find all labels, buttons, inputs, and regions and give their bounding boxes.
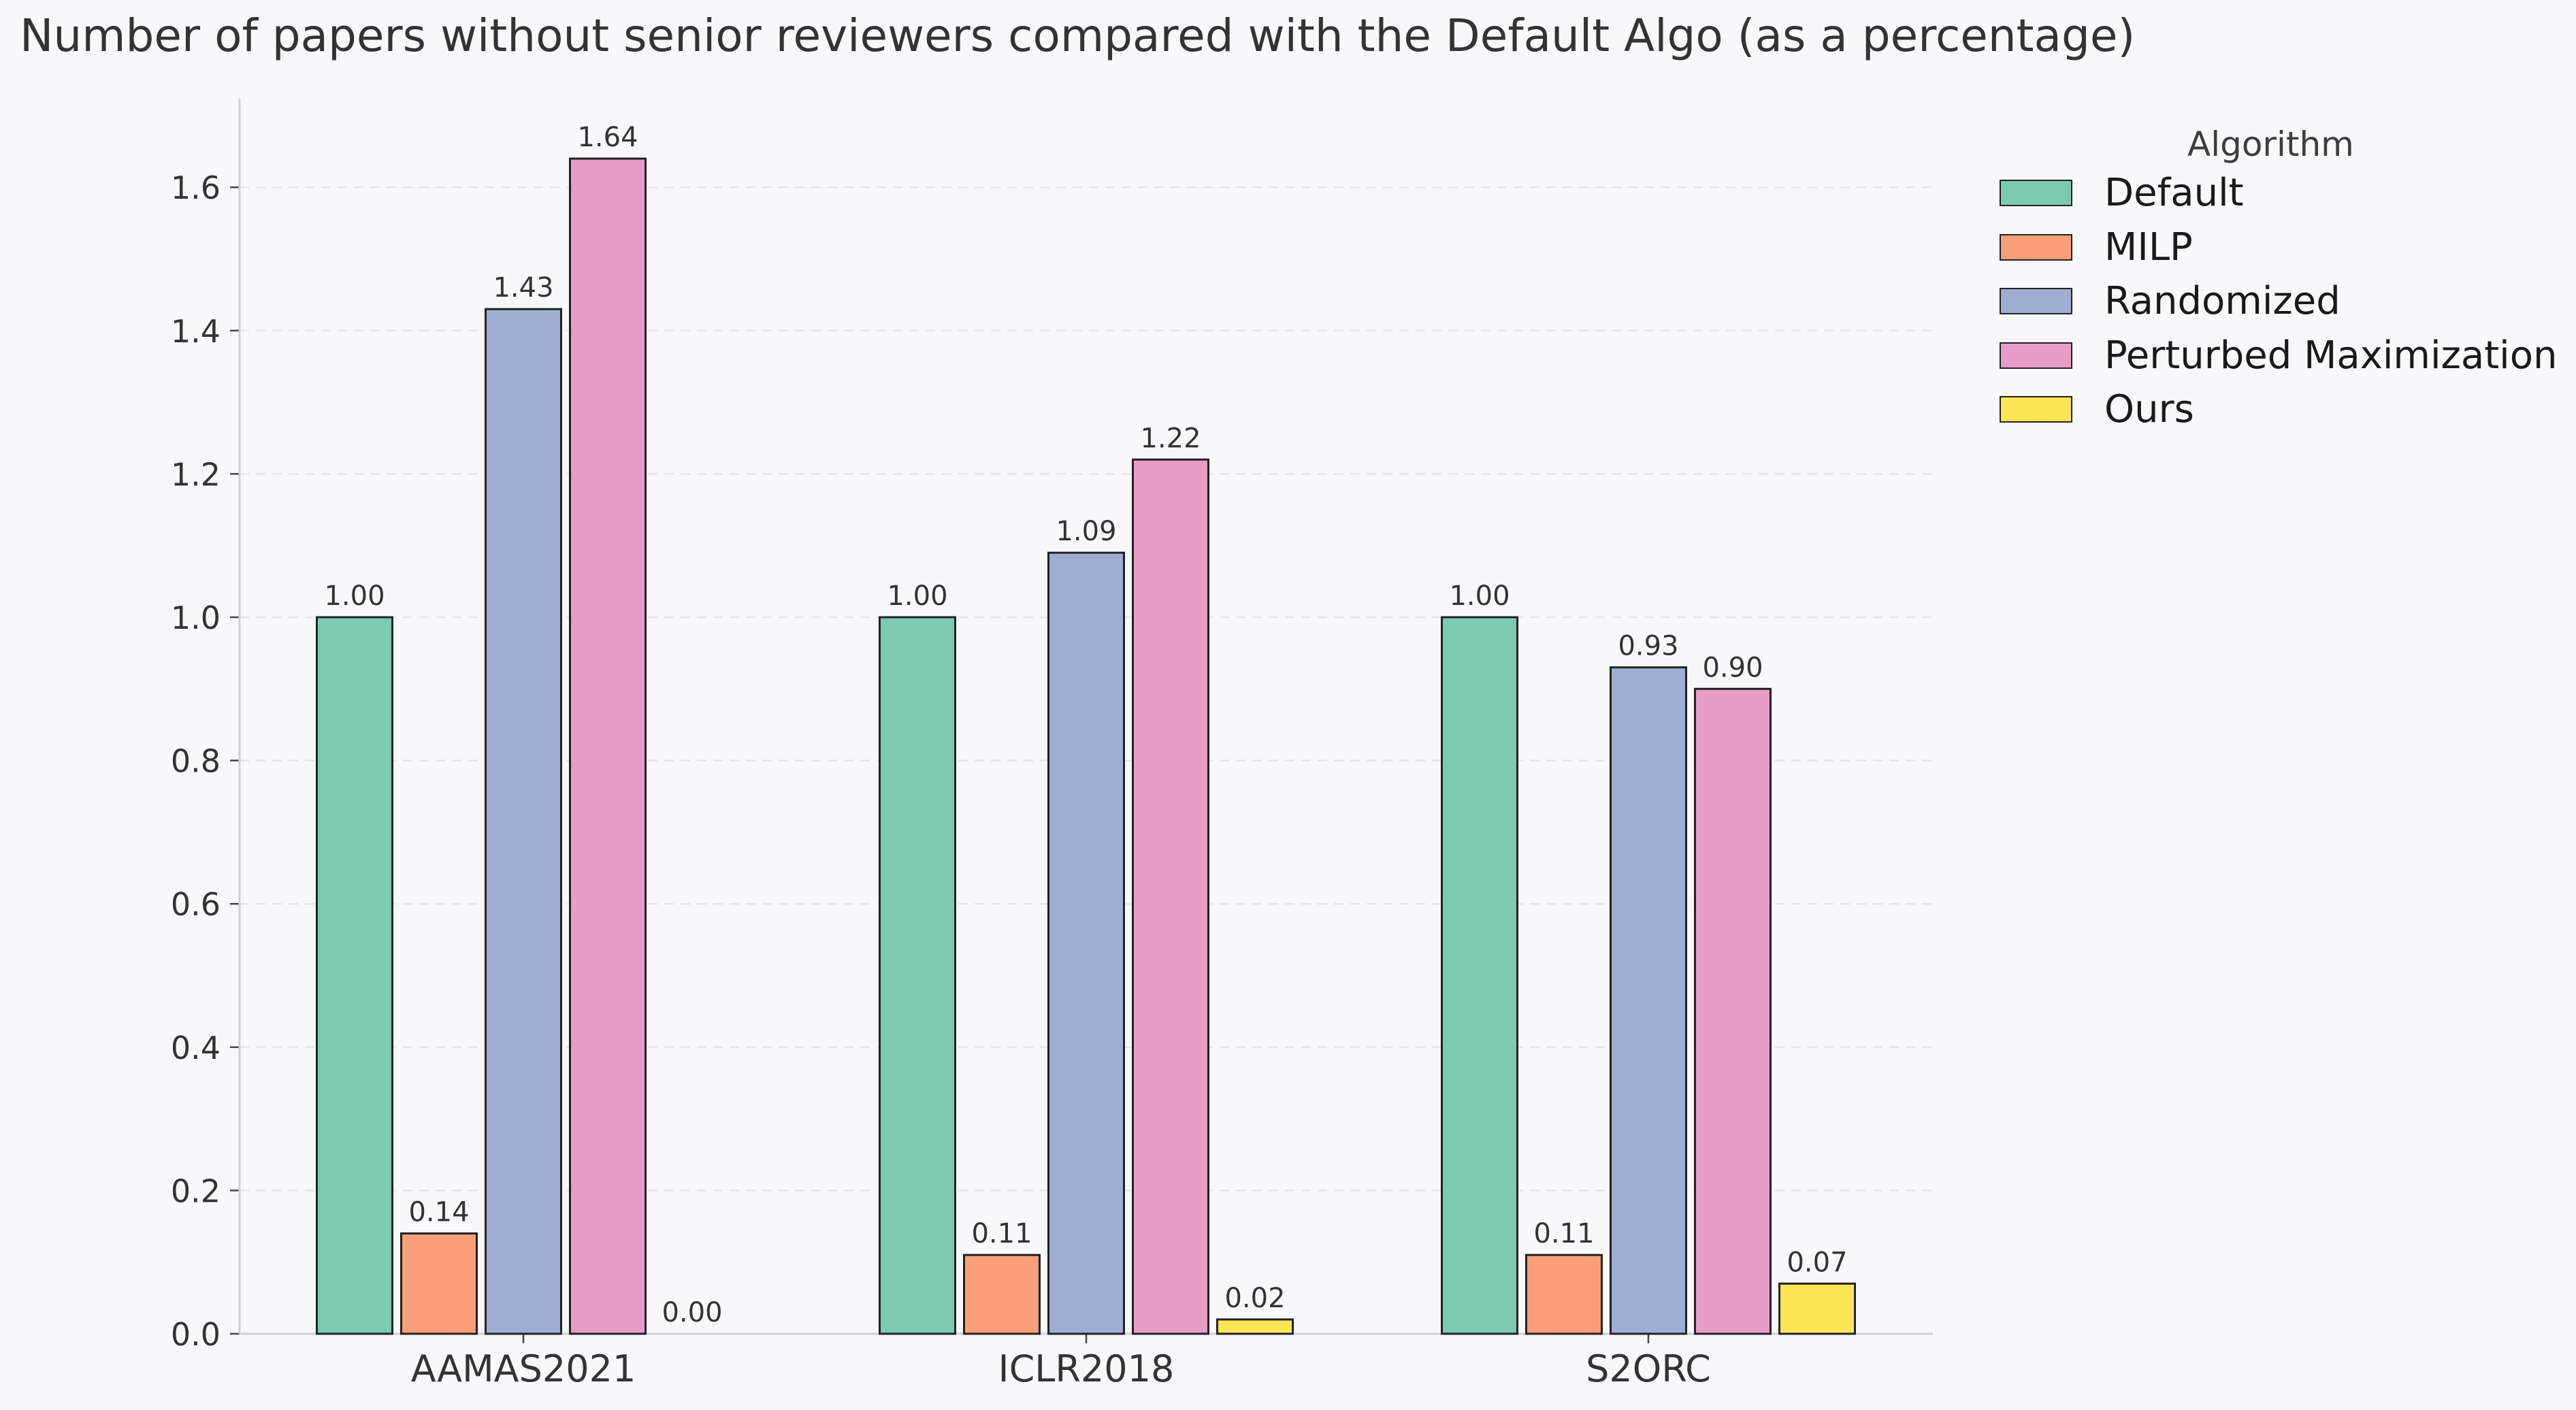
legend-item: Perturbed Maximization — [1987, 329, 2573, 383]
legend-items: Default MILP Randomized Perturbed Maximizat… — [1987, 166, 2573, 437]
bar — [1441, 616, 1518, 1335]
legend-label: Perturbed Maximization — [2104, 333, 2558, 378]
data-label: 1.00 — [887, 580, 947, 612]
legend-label: Default — [2104, 171, 2244, 216]
legend-label: MILP — [2104, 225, 2193, 269]
y-tick-label: 0.0 — [171, 1316, 221, 1353]
bar — [400, 1232, 478, 1335]
y-tick-label: 1.2 — [171, 456, 221, 493]
legend-swatch — [2000, 180, 2072, 207]
legend-item: MILP — [1987, 220, 2573, 275]
legend-label: Ours — [2104, 387, 2194, 432]
bar — [1694, 687, 1772, 1335]
bar — [963, 1253, 1041, 1335]
legend-item: Ours — [1987, 382, 2573, 437]
y-tick-label: 0.2 — [171, 1173, 221, 1209]
x-tick-label: ICLR2018 — [998, 1347, 1175, 1390]
y-tick-label: 1.4 — [171, 313, 221, 350]
bar — [569, 157, 647, 1335]
legend: Algorithm Default MILP Randomized Perturbed… — [1987, 122, 2573, 437]
legend-label: Randomized — [2104, 279, 2341, 324]
y-tick-label: 1.0 — [171, 600, 221, 636]
data-label: 1.43 — [493, 272, 553, 304]
bar — [879, 616, 956, 1335]
bar — [1610, 666, 1687, 1335]
y-tick-label: 0.8 — [171, 743, 221, 780]
bar — [1778, 1282, 1856, 1335]
bars — [316, 157, 1856, 1335]
legend-swatch — [2000, 342, 2072, 369]
data-label: 1.00 — [324, 580, 385, 612]
data-label: 0.07 — [1787, 1247, 1847, 1278]
bar — [1525, 1253, 1603, 1335]
data-label: 1.09 — [1056, 516, 1116, 547]
bar — [316, 616, 393, 1335]
legend-item: Default — [1987, 166, 2573, 220]
data-label: 1.22 — [1140, 423, 1201, 454]
y-tick-label: 0.4 — [171, 1030, 221, 1066]
data-label: 0.00 — [662, 1297, 722, 1328]
data-label: 0.11 — [1533, 1218, 1594, 1249]
y-tick-label: 1.6 — [171, 169, 221, 206]
bar — [1047, 551, 1125, 1335]
data-label: 1.00 — [1449, 580, 1510, 612]
x-tick-label: AAMAS2021 — [411, 1347, 636, 1390]
x-tick-label: S2ORC — [1586, 1347, 1711, 1390]
legend-item: Randomized — [1987, 274, 2573, 329]
data-label: 0.93 — [1618, 631, 1678, 662]
data-label: 0.90 — [1702, 652, 1763, 683]
data-labels: 1.00 1.00 1.00 0.14 0.11 0.11 1.43 1.09 0.93 1.64… — [324, 122, 1847, 1328]
chart-title: Number of papers without senior reviewer… — [20, 10, 2136, 62]
legend-swatch — [2000, 288, 2072, 315]
legend-swatch — [2000, 396, 2072, 423]
data-label: 0.11 — [971, 1218, 1032, 1249]
bar — [1216, 1318, 1294, 1335]
legend-title: Algorithm — [2187, 125, 2354, 164]
bar — [485, 308, 562, 1335]
bar — [1132, 458, 1209, 1335]
data-label: 1.64 — [577, 122, 638, 153]
data-label: 0.02 — [1224, 1283, 1285, 1314]
y-tick-label: 0.6 — [171, 886, 221, 923]
data-label: 0.14 — [408, 1197, 469, 1228]
legend-swatch — [2000, 233, 2072, 261]
